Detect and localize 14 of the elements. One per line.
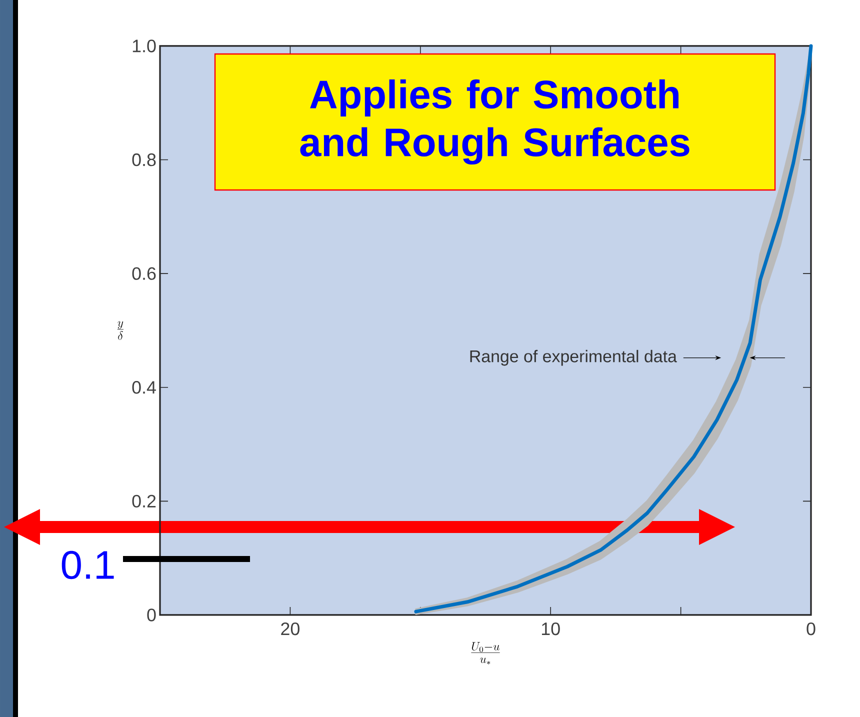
- y-tick-label: 0.4: [132, 381, 156, 394]
- x-tick-label: 10: [542, 622, 560, 636]
- annotation: Range of experimental data: [470, 350, 677, 366]
- y-tick-label: 0.2: [132, 494, 156, 508]
- y-tick-label: 0: [147, 608, 156, 622]
- y-tick-label: 1.0: [132, 40, 156, 52]
- x-tick-label: 0: [806, 622, 816, 636]
- text: 0.1: [62, 550, 114, 580]
- annotation: Applies for Smooth and Rough Surfaces: [300, 79, 690, 165]
- y-tick-label: 0.8: [132, 153, 156, 166]
- x-axis-title: $\frac{U_0-u}{u_*}$: [471, 642, 500, 664]
- x-tick-label: 20: [281, 622, 300, 636]
- y-tick-label: 0.6: [132, 267, 156, 280]
- y-axis-title: $\frac{y}{\delta}$: [117, 321, 124, 340]
